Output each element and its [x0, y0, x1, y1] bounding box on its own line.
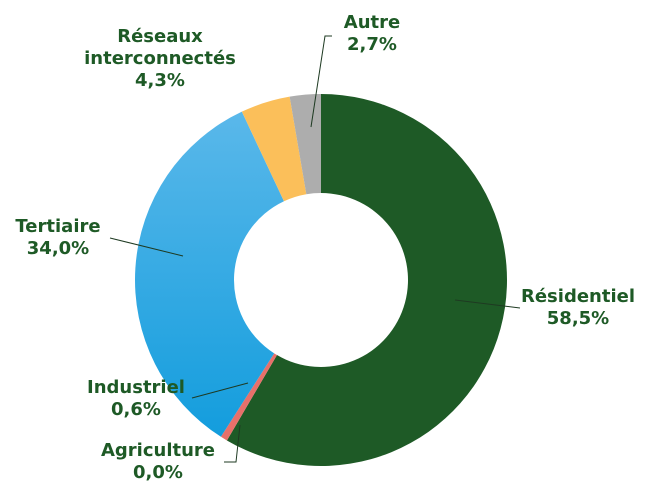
- slice-label: Agriculture 0,0%: [101, 440, 215, 483]
- category-label: Réseaux interconnectés: [84, 26, 236, 69]
- slice: [220, 353, 277, 441]
- value-label: 4,3%: [135, 70, 185, 91]
- slice-label: Résidentiel 58,5%: [521, 286, 635, 330]
- leader-line: [191, 382, 249, 399]
- value-label: 58,5%: [546, 308, 610, 329]
- slice-label: Industriel 0,6%: [87, 377, 185, 421]
- leader-line: [454, 299, 521, 309]
- leader-line: [310, 35, 332, 128]
- category-label: Agriculture: [100, 440, 216, 461]
- value-label: 34,0%: [26, 238, 90, 259]
- slice: [226, 94, 508, 467]
- category-label: Autre: [343, 12, 401, 33]
- category-label: Tertiaire: [15, 216, 101, 237]
- value-label: 0,6%: [111, 399, 161, 420]
- slice-label: Autre 2,7%: [344, 12, 400, 56]
- slice: [134, 111, 284, 437]
- slice: [289, 94, 321, 195]
- slice-label: Tertiaire 34,0%: [15, 216, 100, 260]
- category-label: Industriel: [87, 377, 185, 398]
- leader-line: [224, 424, 241, 463]
- category-label: Résidentiel: [520, 286, 636, 307]
- slice-label: Réseaux interconnectés 4,3%: [65, 26, 255, 92]
- leader-line: [109, 237, 184, 257]
- value-label: 0,0%: [133, 462, 183, 483]
- slice: [241, 96, 307, 202]
- value-label: 2,7%: [347, 34, 397, 55]
